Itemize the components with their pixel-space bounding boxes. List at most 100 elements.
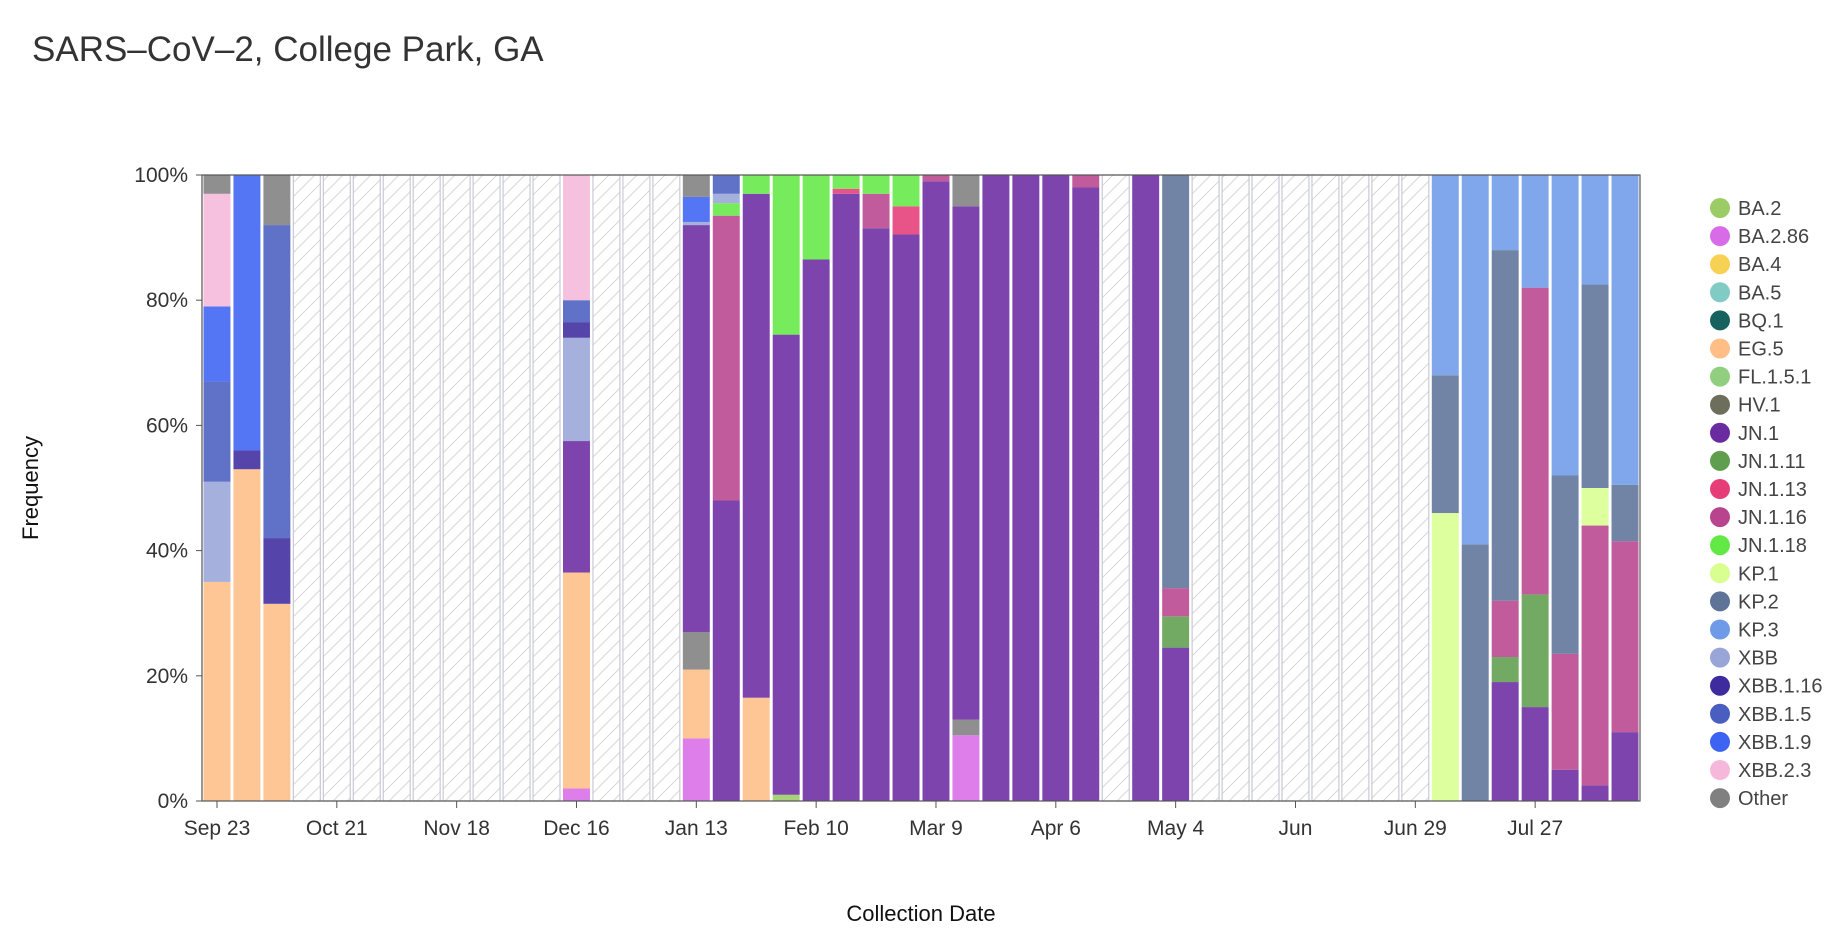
bar-segment-jn-1[interactable] [862, 228, 890, 801]
bar-segment-jn-1[interactable] [742, 193, 770, 698]
bar-segment-eg-5[interactable] [742, 697, 770, 801]
bar-segment-eg-5[interactable] [263, 603, 291, 801]
legend-label[interactable]: JN.1.13 [1738, 479, 1807, 501]
legend-label[interactable]: BA.4 [1738, 254, 1781, 276]
bar-segment-jn-1-16[interactable] [1491, 600, 1519, 658]
bar-segment-other[interactable] [203, 175, 231, 194]
bar-segment-kp-2[interactable] [1611, 484, 1639, 542]
bar-segment-jn-1[interactable] [952, 206, 980, 720]
bar-segment-jn-1[interactable] [892, 234, 920, 802]
bar-segment-xbb-1-5[interactable] [712, 175, 740, 194]
bar-segment-jn-1[interactable] [1042, 175, 1070, 801]
bar-segment-jn-1[interactable] [922, 181, 950, 801]
legend-label[interactable]: XBB.1.16 [1738, 676, 1823, 698]
legend-swatch-kp-2[interactable] [1710, 591, 1730, 612]
bar-segment-xbb-2-3[interactable] [563, 175, 590, 301]
bar-segment-jn-1-11[interactable] [1491, 657, 1519, 683]
legend-swatch-jn-1-16[interactable] [1710, 507, 1730, 528]
legend-label[interactable]: XBB.2.3 [1738, 760, 1811, 782]
legend-swatch-xbb-1-9[interactable] [1710, 731, 1730, 752]
bar-segment-xbb-1-9[interactable] [233, 175, 261, 451]
legend-label[interactable]: FL.1.5.1 [1738, 367, 1811, 389]
bar-segment-jn-1[interactable] [1521, 707, 1549, 801]
bar-segment-xbb-1-5[interactable] [563, 300, 590, 323]
bar-segment-eg-5[interactable] [203, 581, 231, 801]
bar-segment-jn-1-16[interactable] [1072, 175, 1100, 188]
legend-label[interactable]: JN.1.18 [1738, 535, 1807, 557]
legend-swatch-xbb-1-5[interactable] [1710, 703, 1730, 724]
bar-segment-ba-2-86[interactable] [952, 735, 980, 801]
bar-segment-jn-1[interactable] [772, 334, 800, 795]
bar-segment-jn-1-16[interactable] [922, 175, 950, 182]
bar-segment-jn-1-18[interactable] [892, 175, 920, 207]
bar-segment-other[interactable] [952, 719, 980, 736]
bar-segment-jn-1-16[interactable] [1521, 287, 1549, 595]
bar-segment-xbb-1-5[interactable] [263, 225, 291, 539]
bar-segment-kp-3[interactable] [1611, 175, 1639, 485]
bar-segment-jn-1[interactable] [563, 441, 590, 573]
bar-segment-jn-1[interactable] [1162, 647, 1190, 801]
bar-segment-kp-2[interactable] [1491, 250, 1519, 601]
bar-segment-ba-2[interactable] [772, 794, 800, 801]
legend-label[interactable]: BQ.1 [1738, 310, 1784, 332]
bar-segment-jn-1-16[interactable] [862, 193, 890, 229]
bar-segment-other[interactable] [263, 175, 291, 226]
bar-segment-kp-3[interactable] [1431, 175, 1459, 376]
bar-segment-jn-1-13[interactable] [832, 188, 860, 194]
bar-segment-eg-5[interactable] [682, 669, 710, 739]
legend-label[interactable]: XBB.1.5 [1738, 704, 1811, 726]
bar-segment-xbb-1-16[interactable] [233, 450, 261, 470]
legend-swatch-ba-2-86[interactable] [1710, 226, 1730, 247]
bar-segment-ba-2-86[interactable] [563, 788, 590, 801]
bar-segment-kp-2[interactable] [1461, 544, 1489, 801]
legend-label[interactable]: KP.3 [1738, 620, 1779, 642]
bar-segment-jn-1-13[interactable] [892, 206, 920, 235]
legend-label[interactable]: BA.2.86 [1738, 226, 1809, 248]
legend-swatch-kp-1[interactable] [1710, 563, 1730, 584]
bar-segment-jn-1[interactable] [1611, 732, 1639, 801]
legend-label[interactable]: HV.1 [1738, 395, 1781, 417]
legend-label[interactable]: EG.5 [1738, 339, 1784, 361]
bar-segment-jn-1-18[interactable] [862, 175, 890, 194]
legend-label[interactable]: KP.1 [1738, 563, 1779, 585]
legend-swatch-xbb-1-16[interactable] [1710, 675, 1730, 696]
bar-segment-ba-2-86[interactable] [682, 738, 710, 801]
bar-segment-jn-1[interactable] [832, 193, 860, 801]
legend-label[interactable]: XBB.1.9 [1738, 732, 1811, 754]
bar-segment-jn-1[interactable] [682, 225, 710, 632]
legend-swatch-ba-5[interactable] [1710, 282, 1730, 303]
bar-segment-kp-2[interactable] [1551, 475, 1579, 654]
bar-segment-eg-5[interactable] [233, 469, 261, 801]
bar-segment-kp-1[interactable] [1431, 513, 1459, 801]
bar-segment-jn-1[interactable] [712, 500, 740, 801]
legend-label[interactable]: BA.5 [1738, 282, 1781, 304]
bar-segment-jn-1[interactable] [1072, 187, 1100, 801]
bar-segment-jn-1-18[interactable] [712, 203, 740, 216]
legend-swatch-ba-2[interactable] [1710, 198, 1730, 218]
bar-segment-kp-2[interactable] [1162, 175, 1190, 589]
legend-swatch-eg-5[interactable] [1710, 338, 1730, 359]
bar-segment-kp-3[interactable] [1551, 175, 1579, 476]
bar-segment-jn-1[interactable] [1012, 175, 1040, 801]
legend-swatch-xbb-2-3[interactable] [1710, 760, 1730, 780]
bar-segment-jn-1-16[interactable] [1551, 653, 1579, 770]
bar-segment-other[interactable] [952, 175, 980, 207]
bar-segment-xbb-1-16[interactable] [563, 322, 590, 338]
bar-segment-xbb-2-3[interactable] [203, 193, 231, 307]
legend-swatch-jn-1-13[interactable] [1710, 479, 1730, 499]
legend-swatch-ba-4[interactable] [1710, 254, 1730, 275]
legend-label[interactable]: Other [1738, 788, 1788, 810]
bar-segment-xbb-1-9[interactable] [682, 196, 710, 222]
legend-label[interactable]: BA.2 [1738, 198, 1781, 220]
legend-swatch-bq-1[interactable] [1710, 310, 1730, 331]
bar-segment-jn-1-16[interactable] [712, 215, 740, 501]
bar-segment-jn-1-11[interactable] [1521, 594, 1549, 708]
bar-segment-jn-1[interactable] [1581, 785, 1609, 801]
bar-segment-kp-2[interactable] [1581, 284, 1609, 488]
bar-segment-jn-1-16[interactable] [1162, 588, 1190, 617]
bar-segment-jn-1[interactable] [1132, 175, 1160, 801]
bar-segment-kp-1[interactable] [1581, 488, 1609, 526]
bar-segment-jn-1[interactable] [982, 175, 1010, 801]
bar-segment-other[interactable] [682, 631, 710, 670]
bar-segment-jn-1-18[interactable] [802, 175, 830, 260]
